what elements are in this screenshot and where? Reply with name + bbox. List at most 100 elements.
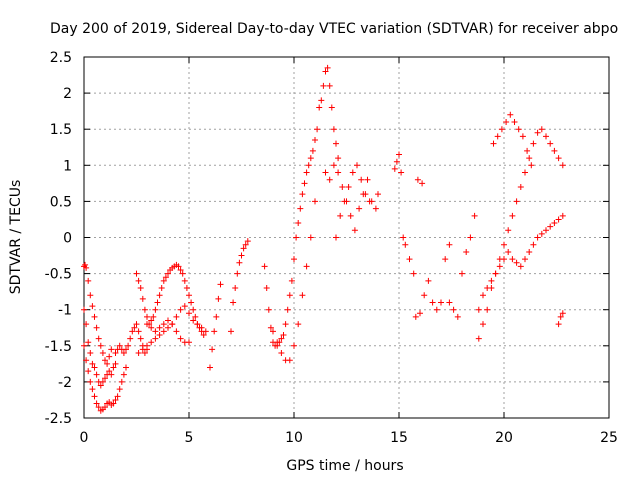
data-point: [484, 285, 491, 292]
data-point: [91, 364, 98, 371]
y-tick-label: 1: [63, 158, 72, 174]
data-point: [291, 342, 297, 349]
data-point: [91, 313, 98, 320]
data-point: [312, 198, 318, 205]
data-point: [236, 259, 243, 266]
data-point: [513, 198, 520, 205]
data-point: [406, 256, 413, 263]
data-point: [211, 328, 218, 335]
data-point: [400, 234, 407, 241]
data-point: [559, 212, 566, 219]
data-point: [173, 328, 180, 335]
data-point: [393, 158, 400, 165]
data-point: [278, 350, 285, 357]
data-point: [93, 400, 100, 407]
data-point: [230, 299, 237, 306]
data-point: [519, 133, 526, 140]
data-point: [261, 263, 268, 270]
data-point: [517, 183, 524, 190]
series-track-o: [333, 162, 373, 241]
series-track-v: [555, 310, 566, 328]
data-point: [442, 256, 449, 263]
data-point: [108, 346, 115, 353]
data-point: [446, 241, 453, 248]
data-point: [475, 306, 482, 313]
data-point: [505, 248, 512, 255]
data-point: [102, 357, 108, 364]
data-point: [89, 386, 96, 393]
data-point: [349, 169, 356, 176]
data-point: [238, 252, 245, 259]
data-point: [131, 324, 138, 331]
data-point: [282, 321, 289, 328]
data-point: [165, 317, 171, 324]
data-point: [89, 303, 96, 310]
data-point: [490, 140, 497, 147]
data-point: [240, 245, 247, 252]
data-point: [538, 230, 545, 237]
data-point: [450, 306, 457, 313]
y-tick-label: 1.5: [50, 122, 72, 138]
data-point: [299, 292, 306, 299]
data-point: [144, 313, 150, 320]
series-track-d: [85, 277, 115, 367]
data-point: [156, 331, 163, 338]
data-point: [137, 335, 144, 342]
y-tick-label: 0: [63, 231, 72, 247]
data-point: [335, 169, 342, 176]
data-point: [154, 299, 161, 306]
data-point: [509, 212, 516, 219]
data-point: [301, 180, 308, 187]
data-point: [362, 191, 369, 198]
data-point: [312, 137, 318, 144]
data-point: [291, 256, 297, 263]
series-track-j: [228, 238, 251, 335]
data-point: [364, 176, 371, 183]
data-point: [438, 299, 444, 306]
data-point: [217, 281, 224, 288]
series-track-a: [81, 342, 129, 414]
x-axis-label: GPS time / hours: [286, 458, 403, 474]
data-point: [547, 140, 554, 147]
data-point: [326, 82, 333, 89]
data-point: [112, 360, 119, 367]
data-point: [417, 310, 423, 317]
data-point: [228, 328, 234, 335]
data-point: [120, 350, 127, 357]
data-point: [515, 126, 522, 133]
data-point: [297, 205, 304, 212]
data-point: [421, 292, 428, 299]
data-point: [104, 360, 111, 367]
data-point: [263, 285, 270, 292]
data-point: [299, 191, 306, 198]
data-point: [95, 335, 102, 342]
data-point: [99, 350, 106, 357]
data-point: [139, 295, 146, 302]
data-point: [267, 324, 274, 331]
data-point: [410, 270, 417, 277]
data-point: [526, 155, 533, 162]
data-point: [99, 378, 106, 385]
data-point: [396, 151, 402, 158]
data-point: [314, 126, 321, 133]
data-point: [543, 133, 549, 140]
data-point: [144, 321, 150, 328]
data-point: [102, 375, 108, 382]
data-point: [324, 64, 331, 71]
data-point: [446, 299, 453, 306]
data-point: [513, 259, 520, 266]
series-track-q: [412, 241, 453, 320]
data-point: [135, 277, 142, 284]
grid-lines: [84, 57, 609, 418]
y-tick-label: -1: [58, 303, 72, 319]
data-point: [494, 133, 501, 140]
data-point: [144, 342, 150, 349]
data-point: [501, 256, 507, 263]
data-point: [507, 111, 514, 118]
data-point: [274, 339, 281, 346]
data-point: [318, 97, 325, 104]
data-point: [200, 331, 207, 338]
data-point: [87, 292, 94, 299]
series-track-h: [144, 317, 192, 346]
data-point: [114, 393, 121, 400]
